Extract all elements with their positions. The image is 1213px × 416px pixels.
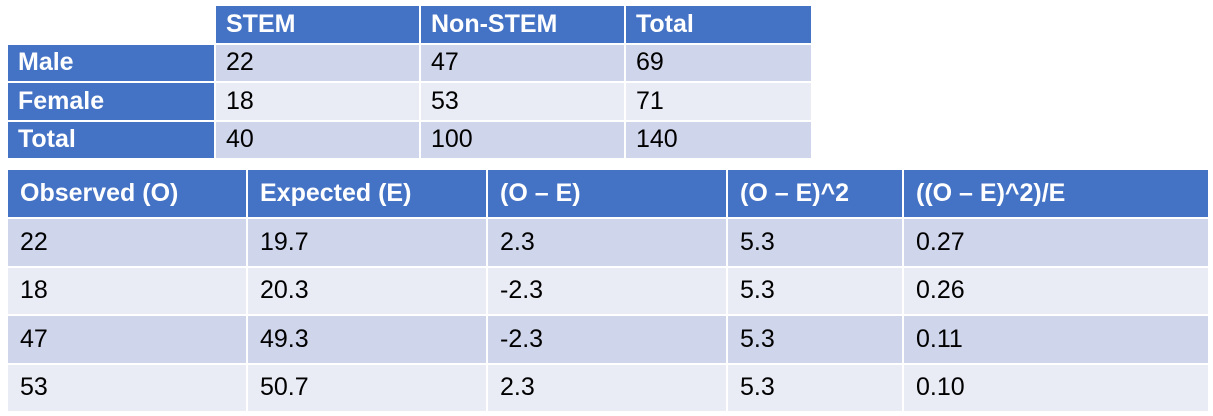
table-cell: -2.3 bbox=[486, 314, 728, 365]
table-row-total: Total 40 100 140 bbox=[6, 119, 813, 160]
column-header-chi-component: ((O – E)^2)/E bbox=[902, 168, 1210, 219]
table-cell: 53 bbox=[6, 362, 248, 413]
table-cell: 40 bbox=[214, 119, 421, 160]
table-cell: -2.3 bbox=[486, 265, 728, 316]
column-header-difference: (O – E) bbox=[486, 168, 728, 219]
column-header-difference-squared: (O – E)^2 bbox=[726, 168, 904, 219]
contingency-table: STEM Non-STEM Total Male 22 47 69 Female… bbox=[6, 4, 813, 160]
table-cell: 22 bbox=[214, 42, 421, 83]
table-cell: 0.10 bbox=[902, 362, 1210, 413]
table-row: 22 19.7 2.3 5.3 0.27 bbox=[6, 217, 1210, 268]
table-cell: 100 bbox=[419, 119, 626, 160]
table-cell: 5.3 bbox=[726, 314, 904, 365]
table-cell: 140 bbox=[624, 119, 813, 160]
table-cell: 18 bbox=[6, 265, 248, 316]
chi-square-header-row: Observed (O) Expected (E) (O – E) (O – E… bbox=[6, 168, 1210, 219]
table-cell: 49.3 bbox=[246, 314, 488, 365]
table-cell: 69 bbox=[624, 42, 813, 83]
corner-cell bbox=[6, 4, 216, 45]
table-cell: 20.3 bbox=[246, 265, 488, 316]
table-cell: 18 bbox=[214, 81, 421, 122]
table-cell: 53 bbox=[419, 81, 626, 122]
table-cell: 5.3 bbox=[726, 362, 904, 413]
column-header-stem: STEM bbox=[214, 4, 421, 45]
table-cell: 0.27 bbox=[902, 217, 1210, 268]
table-cell: 5.3 bbox=[726, 217, 904, 268]
table-cell: 2.3 bbox=[486, 217, 728, 268]
column-header-total: Total bbox=[624, 4, 813, 45]
contingency-header-row: STEM Non-STEM Total bbox=[6, 4, 813, 45]
table-cell: 71 bbox=[624, 81, 813, 122]
table-cell: 50.7 bbox=[246, 362, 488, 413]
column-header-expected: Expected (E) bbox=[246, 168, 488, 219]
table-row: 18 20.3 -2.3 5.3 0.26 bbox=[6, 265, 1210, 316]
row-header-female: Female bbox=[6, 81, 216, 122]
row-header-total: Total bbox=[6, 119, 216, 160]
table-cell: 5.3 bbox=[726, 265, 904, 316]
column-header-observed: Observed (O) bbox=[6, 168, 248, 219]
table-cell: 47 bbox=[419, 42, 626, 83]
table-cell: 0.26 bbox=[902, 265, 1210, 316]
table-cell: 47 bbox=[6, 314, 248, 365]
table-cell: 2.3 bbox=[486, 362, 728, 413]
table-row: 53 50.7 2.3 5.3 0.10 bbox=[6, 362, 1210, 413]
table-cell: 19.7 bbox=[246, 217, 488, 268]
table-cell: 0.11 bbox=[902, 314, 1210, 365]
table-cell: 22 bbox=[6, 217, 248, 268]
column-header-non-stem: Non-STEM bbox=[419, 4, 626, 45]
row-header-male: Male bbox=[6, 42, 216, 83]
chi-square-table: Observed (O) Expected (E) (O – E) (O – E… bbox=[6, 168, 1210, 413]
table-row: 47 49.3 -2.3 5.3 0.11 bbox=[6, 314, 1210, 365]
table-row-female: Female 18 53 71 bbox=[6, 81, 813, 122]
table-row-male: Male 22 47 69 bbox=[6, 42, 813, 83]
